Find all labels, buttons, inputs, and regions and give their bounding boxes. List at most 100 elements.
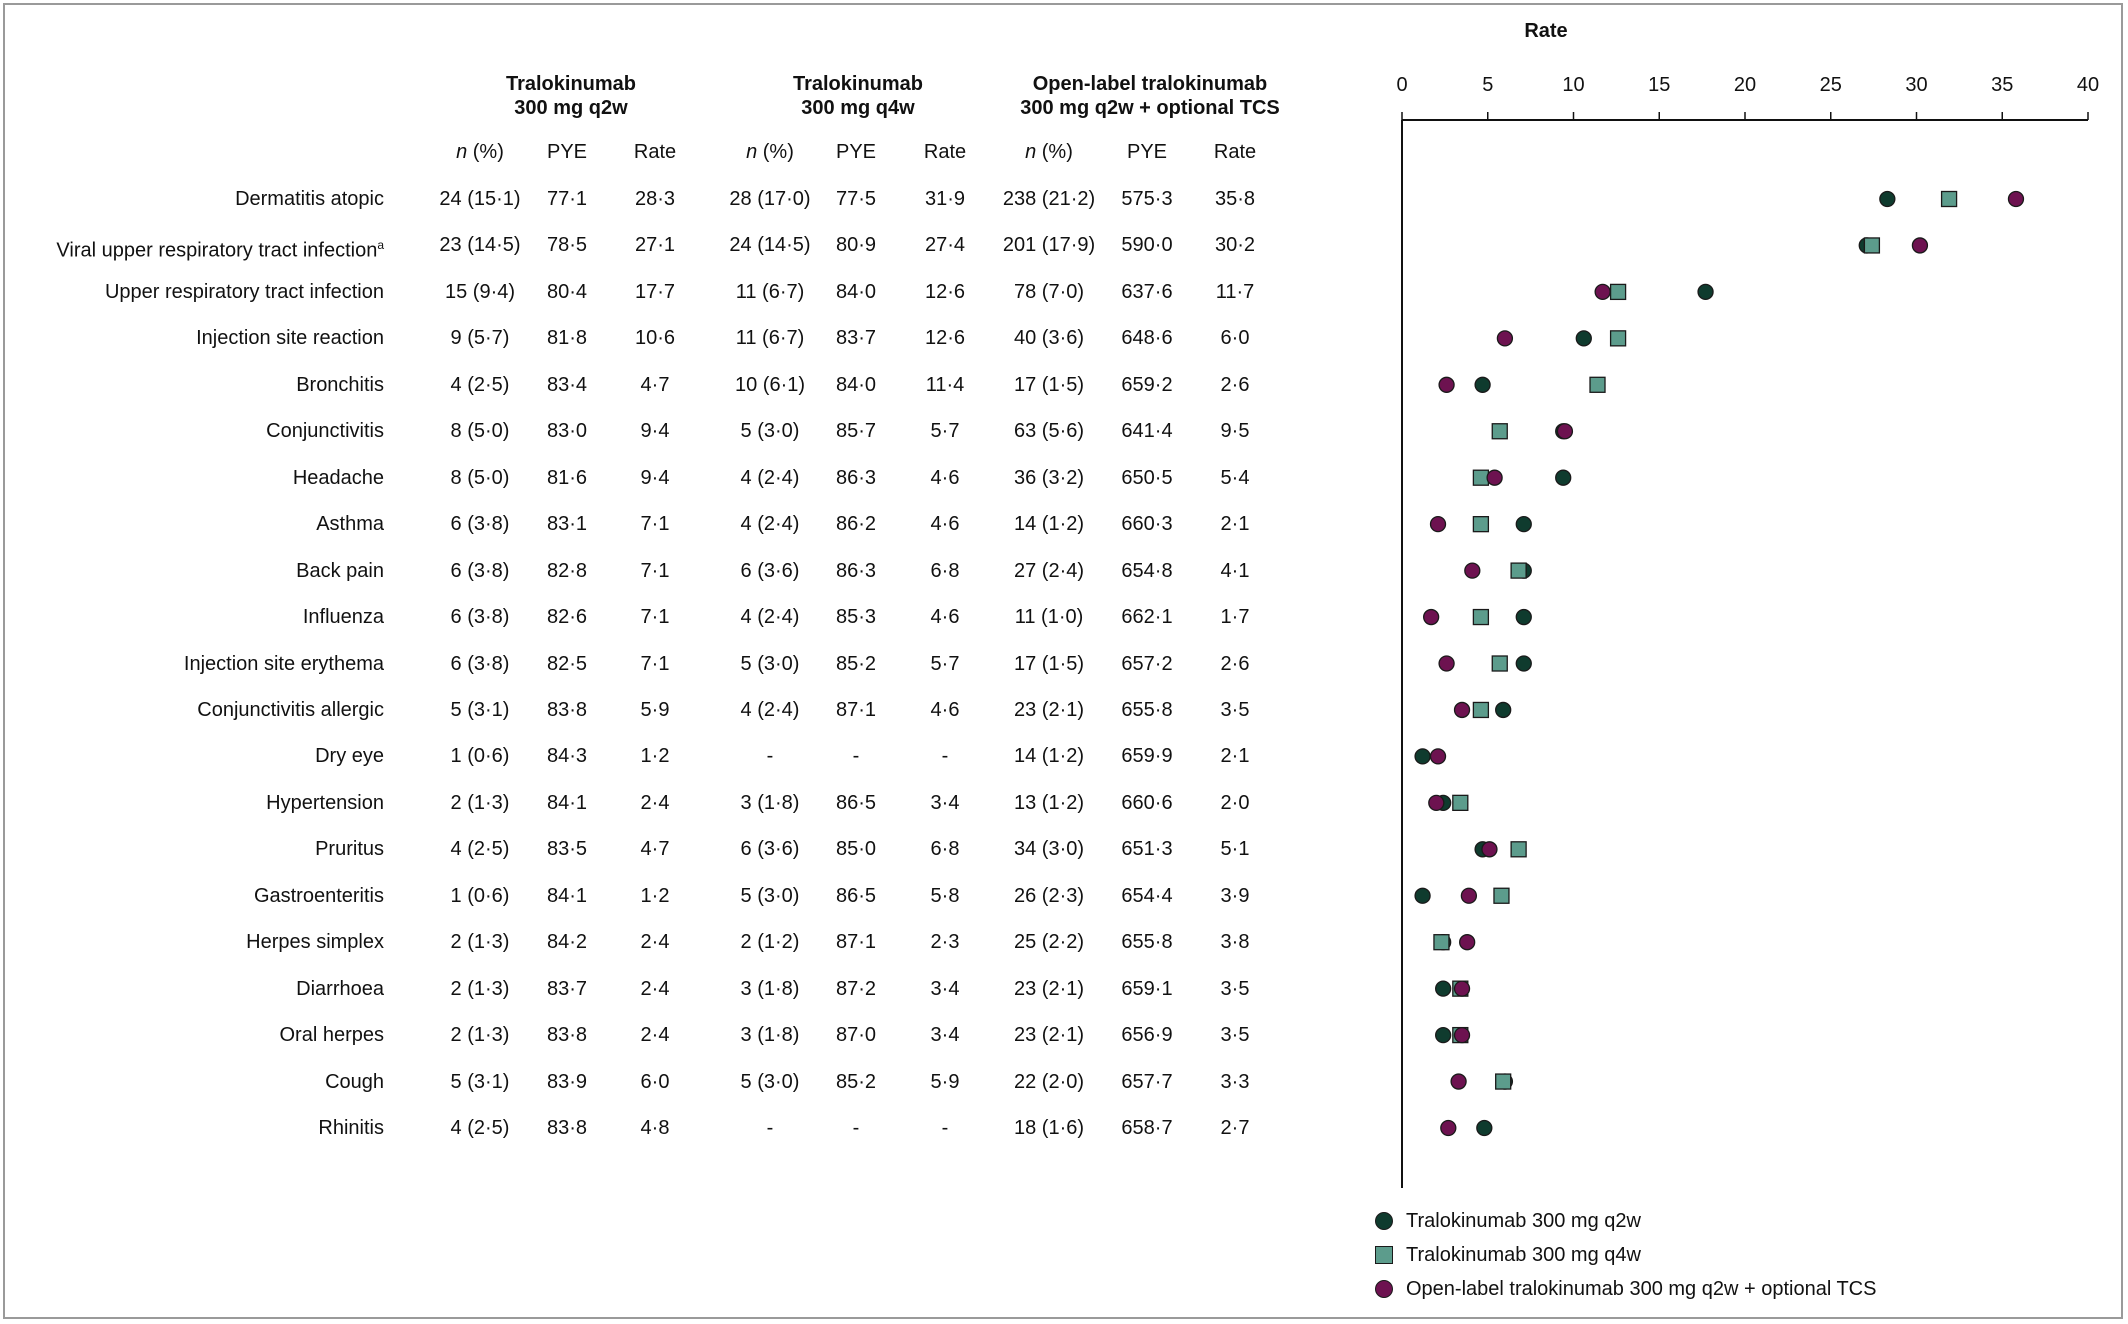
col-header-rate-q2w: Rate — [633, 141, 677, 163]
row-label: Conjunctivitis — [266, 418, 384, 444]
data-point-circle — [1429, 516, 1447, 533]
cell-n-pct-q4w: 5 (3·0) — [740, 652, 800, 675]
cell-rate-q4w: 2·3 — [930, 931, 960, 954]
data-point-circle — [1429, 748, 1447, 765]
cell-pye-q4w: 87·2 — [835, 977, 877, 1000]
data-point-circle — [1453, 701, 1471, 719]
row-label: Cough — [325, 1069, 384, 1095]
cell-pye-q2w: 84·1 — [546, 791, 588, 814]
row-label-text: Back pain — [296, 559, 384, 582]
data-point-square — [1472, 701, 1490, 719]
x-tick-label: 5 — [1482, 74, 1493, 96]
cell-pye-q2w: 83·8 — [546, 1024, 588, 1047]
cell-pye-q4w: 85·0 — [835, 838, 877, 861]
row-label: Diarrhoea — [296, 976, 384, 1002]
data-point-circle — [1474, 376, 1491, 393]
cell-rate-ol: 2·6 — [1220, 652, 1250, 675]
data-point-circle — [1438, 655, 1455, 672]
cell-n-pct-q4w: 5 (3·0) — [740, 884, 800, 907]
cell-rate-q4w: 4·6 — [930, 606, 960, 629]
cell-pye-q2w: 83·1 — [546, 513, 588, 536]
cell-n-pct-q2w: 4 (2·5) — [450, 838, 510, 861]
x-tick-label: 25 — [1820, 74, 1842, 96]
cell-pye-q2w: 77·1 — [546, 188, 588, 210]
cell-rate-q2w: 2·4 — [640, 1024, 670, 1047]
cell-n-pct-ol: 23 (2·1) — [1013, 977, 1085, 1000]
cell-n-pct-ol: 14 (1·2) — [1013, 513, 1085, 536]
legend-item-open-label: Open-label tralokinumab 300 mg q2w + opt… — [1375, 1272, 1876, 1306]
cell-rate-ol: 3·5 — [1220, 698, 1250, 721]
cell-rate-q4w: 4·6 — [930, 513, 960, 536]
cell-pye-q2w: 82·6 — [546, 606, 588, 629]
cell-rate-q4w: 5·8 — [930, 884, 960, 907]
cell-rate-q4w: 11·4 — [925, 373, 965, 396]
cell-pye-q2w: 83·4 — [546, 373, 588, 396]
data-point-circle — [1453, 1026, 1471, 1044]
cell-rate-q2w: 7·1 — [640, 652, 670, 675]
row-label: Dermatitis atopic — [235, 186, 384, 212]
cell-n-pct-q2w: 9 (5·7) — [450, 327, 510, 350]
data-point-circle — [1556, 423, 1574, 440]
data-point-circle — [1496, 330, 1514, 347]
cell-n-pct-q4w: 2 (1·2) — [740, 931, 800, 954]
cell-n-pct-ol: 22 (2·0) — [1013, 1070, 1085, 1093]
cell-n-pct-q4w: 3 (1·8) — [740, 977, 800, 1000]
row-label: Bronchitis — [296, 372, 384, 398]
row-label: Injection site erythema — [184, 651, 384, 677]
row-label-text: Oral herpes — [279, 1024, 385, 1047]
row-label: Rhinitis — [318, 1115, 384, 1141]
cell-n-pct-ol: 25 (2·2) — [1013, 931, 1085, 954]
cell-pye-q4w: 86·5 — [835, 884, 877, 907]
legend-marker-circle-open-label — [1375, 1280, 1393, 1298]
cell-pye-ol: 658·7 — [1121, 1117, 1173, 1139]
data-point-circle — [1879, 190, 1896, 208]
data-point-circle — [1481, 841, 1498, 858]
row-label-text: Herpes simplex — [246, 931, 384, 954]
cell-pye-ol: 659·2 — [1121, 373, 1173, 396]
data-point-square — [1491, 423, 1508, 440]
cell-rate-q2w: 28·3 — [634, 188, 676, 210]
cell-n-pct-q4w: 10 (6·1) — [734, 373, 806, 396]
data-point-circle — [1414, 748, 1431, 765]
x-tick-label: 20 — [1734, 74, 1756, 96]
cell-pye-ol: 660·6 — [1121, 791, 1173, 814]
col-header-pye-ol: PYE — [1126, 141, 1168, 163]
cell-pye-ol: 656·9 — [1121, 1024, 1173, 1047]
row-label: Conjunctivitis allergic — [197, 697, 384, 723]
cell-n-pct-q2w: 6 (3·8) — [450, 652, 510, 675]
cell-pye-q2w: 83·8 — [546, 698, 588, 721]
row-label: Back pain — [296, 558, 384, 584]
cell-pye-ol: 654·8 — [1121, 559, 1173, 582]
cell-n-pct-q2w: 2 (1·3) — [450, 1024, 510, 1047]
cell-rate-ol: 2·1 — [1220, 745, 1250, 768]
cell-n-pct-q4w: - — [766, 745, 774, 768]
cell-rate-q2w: 2·4 — [640, 977, 670, 1000]
cell-rate-ol: 5·4 — [1220, 466, 1250, 489]
cell-n-pct-ol: 17 (1·5) — [1013, 373, 1085, 396]
cell-n-pct-ol: 18 (1·6) — [1013, 1117, 1085, 1139]
data-point-square — [1493, 887, 1510, 904]
row-label-text: Headache — [292, 466, 384, 489]
cell-rate-q2w: 4·7 — [640, 373, 670, 396]
data-point-circle — [1460, 887, 1478, 904]
cell-pye-q2w: 84·2 — [546, 931, 588, 954]
cell-pye-ol: 641·4 — [1121, 420, 1173, 443]
cell-pye-q4w: - — [852, 745, 860, 768]
row-label-text: Injection site erythema — [183, 652, 384, 675]
cell-rate-ol: 3·9 — [1220, 884, 1250, 907]
data-point-circle — [1911, 237, 1929, 254]
cell-pye-q2w: 81·6 — [546, 466, 588, 489]
row-label-text: Gastroenteritis — [253, 884, 384, 907]
cell-rate-q2w: 1·2 — [640, 745, 670, 768]
cell-pye-ol: 637·6 — [1121, 280, 1173, 303]
cell-pye-q4w: 84·0 — [835, 280, 877, 303]
cell-n-pct-q4w: 4 (2·4) — [740, 466, 800, 489]
row-label: Asthma — [316, 511, 384, 537]
data-point-circle — [1594, 283, 1611, 301]
row-label: Upper respiratory tract infection — [105, 279, 384, 305]
cell-rate-ol: 3·3 — [1220, 1070, 1250, 1093]
cell-rate-q2w: 2·4 — [640, 931, 670, 954]
cell-n-pct-q4w: 5 (3·0) — [740, 1070, 800, 1093]
legend-marker-square-q4w — [1375, 1246, 1393, 1264]
data-point-circle — [1414, 887, 1431, 904]
